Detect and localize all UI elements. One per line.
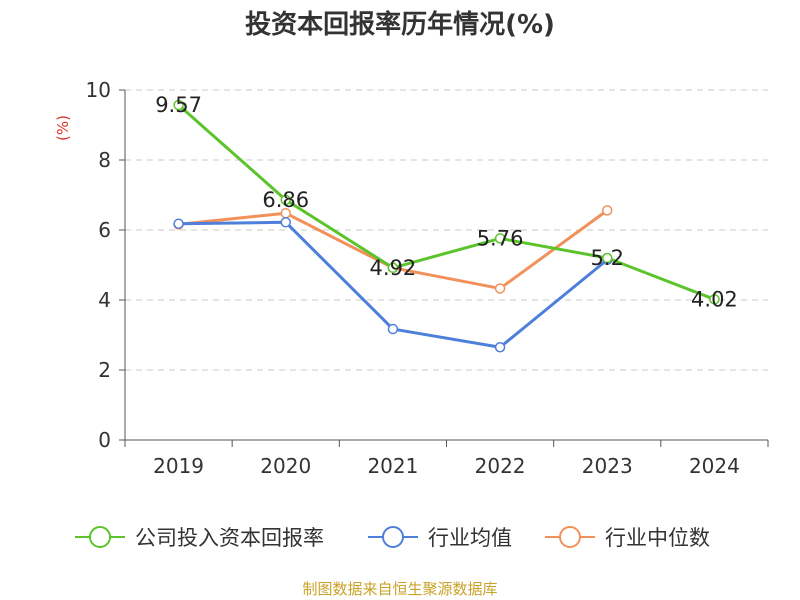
data-point[interactable] [602,205,613,216]
data-label: 4.92 [370,256,417,280]
data-point[interactable] [709,294,720,305]
legend-marker [559,526,581,548]
series-layer [173,99,720,353]
data-label: 6.86 [262,188,309,212]
data-point[interactable] [494,342,506,353]
data-point[interactable] [280,217,291,228]
data-point[interactable] [173,99,184,111]
data-point[interactable] [387,262,399,274]
data-label: 9.57 [155,93,202,117]
x-tick-label: 2022 [475,454,526,478]
axis-layer: 0 2 4 6 8 10 2019 2020 2021 2022 2023 2024 (%) [54,78,769,478]
x-tick-label: 2020 [260,454,311,478]
x-tick-label: 2019 [153,454,204,478]
grid-layer [125,89,768,371]
data-label: 5.2 [591,246,624,270]
x-tick-label: 2023 [582,454,633,478]
series-line-0 [177,103,715,301]
y-tick-label: 0 [98,428,111,452]
data-point[interactable] [173,218,184,229]
data-point[interactable] [387,323,399,335]
y-tick-label: 10 [86,78,111,102]
y-tick-label: 4 [98,288,111,312]
data-point[interactable] [280,194,291,206]
data-label-layer: 9.57 6.86 4.92 5.76 5.2 4.02 [155,93,738,311]
legend-marker [89,526,111,548]
y-tick-label: 6 [98,218,111,242]
data-point[interactable] [494,283,506,294]
legend-item-label[interactable]: 行业均值 [428,526,512,550]
legend: 公司投入资本回报率 行业均值 行业中位数 [75,526,710,550]
data-label: 5.76 [477,226,524,250]
y-tick-label: 2 [98,358,111,382]
data-point[interactable] [602,252,613,264]
legend-marker [382,526,404,548]
y-axis-label: (%) [54,115,72,141]
legend-item-label[interactable]: 公司投入资本回报率 [135,526,324,550]
y-tick-label: 8 [98,148,111,172]
source-note: 制图数据来自恒生聚源数据库 [302,580,498,598]
legend-item-label[interactable]: 行业中位数 [605,526,710,550]
x-tick-label: 2021 [367,454,418,478]
data-point[interactable] [494,233,506,244]
x-tick-label: 2024 [689,454,740,478]
data-label: 4.02 [691,287,738,311]
chart-title: 投资本回报率历年情况(%) [245,10,555,40]
